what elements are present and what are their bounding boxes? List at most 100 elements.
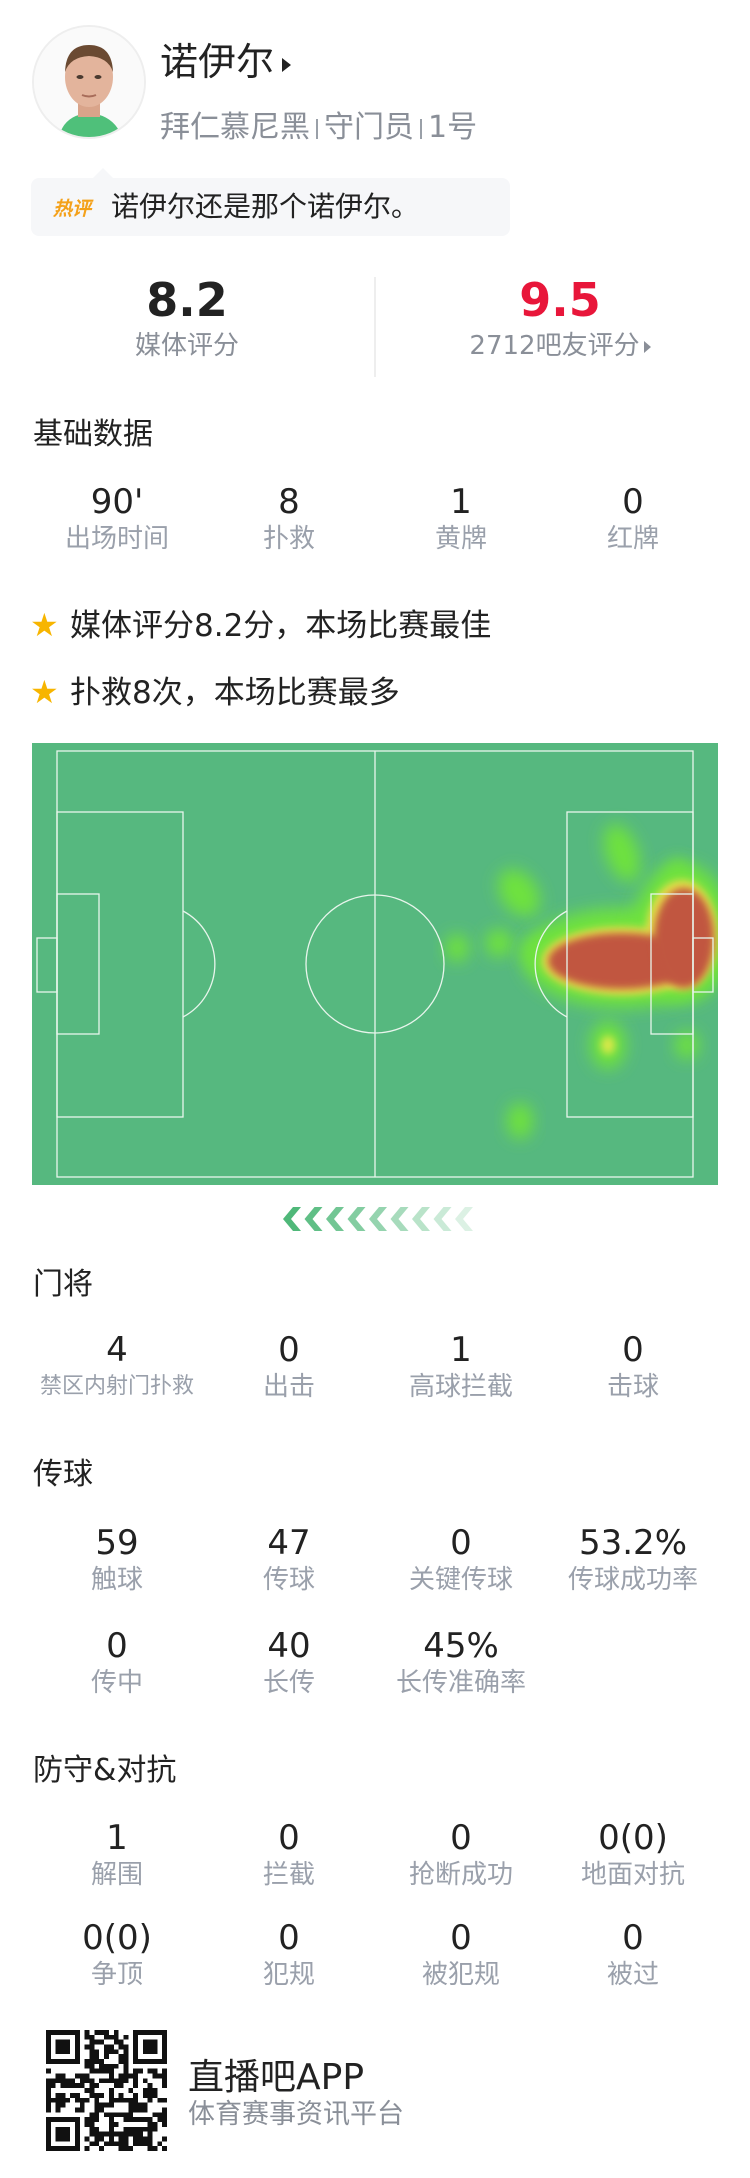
team-name: 拜仁慕尼黑 (160, 110, 310, 145)
position: 守门员 (324, 110, 414, 145)
stat-value: 90' (90, 482, 144, 522)
stat-value: 53.2% (578, 1523, 687, 1563)
stat-item: 0 红牌 (547, 482, 719, 556)
player-avatar[interactable] (32, 25, 146, 139)
section-title-passing: 传球 (33, 1457, 93, 1492)
app-tagline: 体育赛事资讯平台 (188, 2099, 404, 2130)
highlight-text: 扑救8次，本场比赛最多 (70, 675, 400, 711)
left-goal (36, 937, 58, 993)
app-name: 直播吧APP (188, 2057, 365, 2098)
stat-value: 1 (450, 1330, 472, 1370)
heat-spot (603, 824, 641, 882)
stat-label: 犯规 (262, 1960, 315, 1990)
heat-spot (485, 929, 513, 957)
stat-value: 4 (106, 1330, 128, 1370)
stat-item: 53.2% 传球成功率 (547, 1523, 719, 1597)
stat-value: 1 (106, 1818, 128, 1858)
caret-right-icon (643, 340, 651, 353)
chevron-left-icon (283, 1207, 301, 1231)
stat-label: 红牌 (606, 524, 659, 554)
stat-item: 90' 出场时间 (31, 482, 203, 556)
stat-item: 45% 长传准确率 (375, 1626, 547, 1700)
shirt-number: 1号 (428, 110, 478, 145)
heatmap-pitch (32, 743, 718, 1185)
player-name: 诺伊尔 (160, 40, 275, 84)
stat-item: 0(0) 地面对抗 (547, 1818, 719, 1892)
fan-score-link[interactable]: 2712吧友评分 (410, 328, 710, 364)
stat-label: 传中 (90, 1668, 143, 1698)
stat-label: 触球 (90, 1565, 143, 1595)
rating-divider (374, 277, 376, 377)
media-score-label: 媒体评分 (134, 331, 239, 361)
pitch-lines (36, 750, 714, 1178)
stat-label: 黄牌 (434, 524, 487, 554)
scroll-chevrons (283, 1207, 473, 1231)
stat-label: 禁区内射门扑救 (39, 1374, 194, 1399)
stat-label: 争顶 (90, 1960, 143, 1990)
heat-spot (445, 934, 469, 962)
section-title-defense: 防守&对抗 (33, 1753, 177, 1788)
stat-value: 0 (622, 1918, 644, 1958)
stat-item: 0(0) 争顶 (31, 1918, 203, 1992)
heat-spot (507, 1103, 533, 1139)
heat-spot (601, 1036, 615, 1054)
stat-item: 59 触球 (31, 1523, 203, 1597)
stat-label: 被过 (606, 1960, 659, 1990)
stat-value: 0 (450, 1523, 472, 1563)
stat-label: 被犯规 (421, 1960, 500, 1990)
hot-comment[interactable]: 热评 诺伊尔还是那个诺伊尔。 (31, 168, 510, 236)
fan-rating[interactable]: 9.5 2712吧友评分 (410, 272, 710, 364)
highlight-item: ★ 扑救8次，本场比赛最多 (30, 671, 400, 714)
stat-item: 0 被过 (547, 1918, 719, 1992)
chevron-left-icon (304, 1207, 323, 1231)
stat-value: 0 (278, 1330, 300, 1370)
stat-value: 0 (622, 1330, 644, 1370)
media-score: 8.2 (146, 273, 228, 327)
heat-spot (675, 1031, 699, 1059)
stat-value: 1 (450, 482, 472, 522)
hot-comment-text: 诺伊尔还是那个诺伊尔。 (111, 190, 420, 223)
caret-right-icon (282, 57, 292, 72)
stat-item: 0 关键传球 (375, 1523, 547, 1597)
player-name-link[interactable]: 诺伊尔 (160, 38, 292, 86)
stat-item: 0 被犯规 (375, 1918, 547, 1992)
star-icon: ★ (30, 673, 59, 711)
stat-label: 高球拦截 (408, 1372, 513, 1402)
heat-spot (654, 888, 714, 988)
stat-label: 击球 (606, 1372, 659, 1402)
stat-label: 关键传球 (408, 1565, 513, 1595)
stat-item: 1 高球拦截 (375, 1330, 547, 1404)
stat-label: 出场时间 (64, 524, 169, 554)
hot-comment-badge: 热评 (53, 198, 92, 220)
stat-item: 1 解围 (31, 1818, 203, 1892)
stat-value: 0(0) (598, 1818, 668, 1858)
stat-item: 8 扑救 (203, 482, 375, 556)
chevron-left-icon (455, 1207, 473, 1231)
stat-value: 40 (267, 1626, 311, 1666)
stat-item: 0 犯规 (203, 1918, 375, 1992)
right-penalty-arc (534, 910, 568, 1018)
stat-value: 0 (278, 1918, 300, 1958)
stat-item: 1 黄牌 (375, 482, 547, 556)
stat-value: 45% (423, 1626, 499, 1666)
media-rating: 8.2 媒体评分 (37, 272, 337, 364)
left-penalty-arc (182, 910, 216, 1018)
stat-item: 0 传中 (31, 1626, 203, 1700)
chevron-left-icon (390, 1207, 409, 1231)
stat-label: 拦截 (262, 1860, 315, 1890)
separator (316, 118, 318, 139)
stat-item: 40 长传 (203, 1626, 375, 1700)
heatmap (32, 743, 718, 1185)
stat-item: 0 击球 (547, 1330, 719, 1404)
player-photo (34, 27, 144, 137)
stat-item: 0 抢断成功 (375, 1818, 547, 1892)
highlight-text: 媒体评分8.2分，本场比赛最佳 (70, 608, 492, 644)
stat-label: 出击 (262, 1372, 315, 1402)
stat-item: 0 拦截 (203, 1818, 375, 1892)
chevron-left-icon (369, 1207, 387, 1231)
stat-label: 扑救 (262, 524, 315, 554)
stat-value: 0 (278, 1818, 300, 1858)
stat-value: 0 (450, 1818, 472, 1858)
stat-label: 抢断成功 (408, 1860, 513, 1890)
separator (420, 118, 422, 139)
